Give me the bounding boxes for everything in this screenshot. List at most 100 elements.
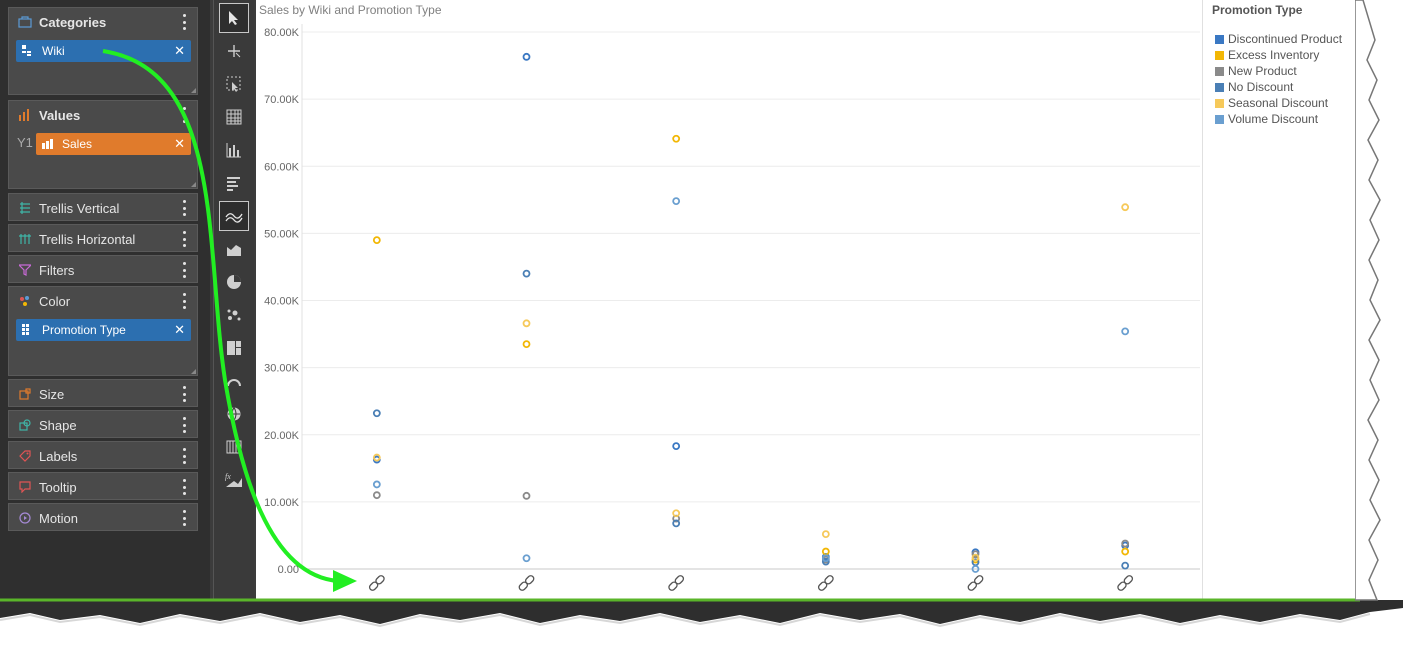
trellis-vertical-well[interactable]: Trellis Vertical [8, 193, 198, 221]
treemap-chart-icon[interactable] [219, 333, 249, 363]
data-point[interactable] [672, 442, 681, 451]
data-point[interactable] [1121, 547, 1130, 556]
filters-label: Filters [39, 262, 75, 278]
link-icon[interactable] [518, 575, 535, 592]
trellis-horizontal-well[interactable]: Trellis Horizontal [8, 224, 198, 252]
svg-text:fx: fx [225, 472, 231, 481]
data-point[interactable] [522, 340, 531, 349]
resize-handle-icon[interactable] [191, 182, 196, 187]
line-chart-icon[interactable] [219, 201, 249, 231]
y-tick-label: 0.00 [278, 564, 299, 576]
shape-well[interactable]: Shape [8, 410, 198, 438]
lasso-select-icon[interactable] [219, 69, 249, 99]
y-tick-label: 20.00K [264, 430, 300, 442]
filters-menu-icon[interactable] [183, 262, 187, 278]
link-icon-right-loop [973, 575, 984, 585]
data-point[interactable] [971, 553, 980, 562]
categories-label: Categories [39, 14, 107, 30]
color-well[interactable]: Color Promotion Type ✕ [8, 286, 198, 376]
data-point[interactable] [1121, 327, 1130, 336]
data-point[interactable] [672, 509, 681, 518]
filters-well[interactable]: Filters [8, 255, 198, 283]
color-menu-icon[interactable] [183, 293, 187, 309]
data-point[interactable] [522, 554, 531, 563]
categories-menu-icon[interactable] [183, 14, 187, 30]
motion-menu-icon[interactable] [183, 510, 187, 526]
data-point[interactable] [372, 409, 381, 418]
trellis-horizontal-label: Trellis Horizontal [39, 231, 136, 247]
legend-label: New Product [1228, 64, 1297, 78]
data-point[interactable] [372, 480, 381, 489]
color-label: Color [39, 293, 71, 309]
link-icon[interactable] [668, 575, 685, 592]
legend-label: Discontinued Product [1228, 32, 1343, 46]
remove-sales-icon[interactable]: ✕ [174, 136, 185, 151]
data-point[interactable] [971, 565, 980, 573]
formula-chart-icon[interactable]: fx [219, 465, 249, 495]
data-point[interactable] [672, 519, 681, 528]
chart-type-toolbar: fx [213, 0, 254, 600]
categories-icon [17, 14, 33, 30]
link-icon[interactable] [817, 575, 834, 592]
shape-menu-icon[interactable] [183, 417, 187, 433]
data-point[interactable] [672, 197, 681, 206]
motion-well[interactable]: Motion [8, 503, 198, 531]
link-icon[interactable] [967, 575, 984, 592]
remove-wiki-icon[interactable]: ✕ [174, 43, 185, 58]
data-point[interactable] [372, 491, 381, 500]
labels-menu-icon[interactable] [183, 448, 187, 464]
y-tick-label: 70.00K [264, 94, 300, 106]
legend-item[interactable]: Excess Inventory [1215, 47, 1319, 63]
chart-canvas[interactable]: 0.00 10.00K 20.00K 30.00K 40.00K 50.00K 60.00K… [256, 0, 1380, 600]
bar-chart-icon[interactable] [219, 168, 249, 198]
data-point[interactable] [522, 319, 531, 328]
data-point[interactable] [522, 491, 531, 500]
labels-well[interactable]: Labels [8, 441, 198, 469]
data-point[interactable] [1121, 203, 1130, 212]
scatter-chart[interactable]: 0.00 10.00K 20.00K 30.00K 40.00K 50.00K 60.00K… [256, 0, 1202, 600]
data-point[interactable] [672, 134, 681, 143]
categories-well[interactable]: Categories Wiki ✕ [8, 7, 198, 95]
legend-swatch [1215, 66, 1224, 76]
resize-handle-icon[interactable] [191, 88, 196, 93]
data-point[interactable] [372, 236, 381, 244]
column-chart-icon[interactable] [219, 135, 249, 165]
legend-item[interactable]: Volume Discount [1215, 111, 1318, 127]
promotion-type-pill-label: Promotion Type [42, 323, 126, 337]
legend-item[interactable]: Discontinued Product [1215, 31, 1342, 47]
promotion-type-pill[interactable]: Promotion Type ✕ [16, 319, 191, 341]
data-point[interactable] [821, 557, 830, 566]
link-icon[interactable] [1117, 575, 1134, 592]
trellis-vertical-menu-icon[interactable] [183, 200, 187, 216]
size-menu-icon[interactable] [183, 386, 187, 402]
area-chart-icon[interactable] [219, 234, 249, 264]
add-tool-icon[interactable] [219, 36, 249, 66]
pie-chart-icon[interactable] [219, 267, 249, 297]
resize-handle-icon[interactable] [191, 369, 196, 374]
scatter-chart-icon[interactable] [219, 300, 249, 330]
grid-chart-icon[interactable] [219, 102, 249, 132]
data-point[interactable] [522, 269, 531, 278]
values-well[interactable]: Values Y1 Sales ✕ [8, 100, 198, 189]
size-icon [17, 386, 33, 402]
data-point[interactable] [522, 52, 531, 61]
legend-item[interactable]: New Product [1215, 63, 1297, 79]
tooltip-menu-icon[interactable] [183, 479, 187, 495]
remove-promotion-type-icon[interactable]: ✕ [174, 322, 185, 337]
data-point[interactable] [1121, 539, 1130, 548]
data-point[interactable] [821, 554, 830, 563]
y-tick-label: 50.00K [264, 228, 300, 240]
sales-pill[interactable]: Sales ✕ [36, 133, 191, 155]
tooltip-well[interactable]: Tooltip [8, 472, 198, 500]
legend-item[interactable]: No Discount [1215, 79, 1293, 95]
data-point[interactable] [821, 530, 830, 538]
data-point[interactable] [971, 550, 980, 559]
data-point[interactable] [1121, 561, 1130, 570]
select-tool-icon[interactable] [219, 3, 249, 33]
data-point[interactable] [372, 453, 381, 462]
size-well[interactable]: Size [8, 379, 198, 407]
link-icon[interactable] [368, 575, 385, 592]
trellis-horizontal-menu-icon[interactable] [183, 231, 187, 247]
gauge-chart-icon[interactable] [219, 366, 249, 396]
legend-item[interactable]: Seasonal Discount [1215, 95, 1328, 111]
